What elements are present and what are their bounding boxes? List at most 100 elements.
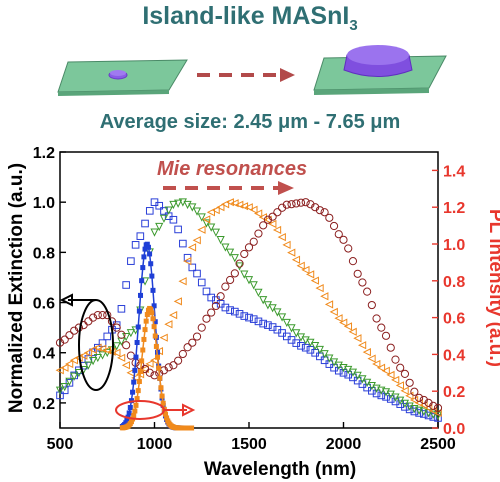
extinction-point xyxy=(306,270,315,279)
extinction-point xyxy=(178,349,187,359)
pl-point xyxy=(135,324,141,330)
extinction-point xyxy=(117,330,126,339)
extinction-point xyxy=(344,244,353,253)
substrate-right-edge xyxy=(314,88,429,95)
extinction-point xyxy=(325,213,334,222)
extinction-point xyxy=(178,277,187,286)
x-tick-label: 2000 xyxy=(326,436,362,453)
extinction-point xyxy=(409,395,419,405)
extinction-point xyxy=(320,350,329,359)
extinction-point xyxy=(79,351,88,360)
extinction-point xyxy=(264,321,272,329)
pl-point xyxy=(141,336,147,342)
extinction-point xyxy=(382,393,390,401)
pl-point xyxy=(147,251,153,257)
y-left-tick-label: 0.2 xyxy=(33,396,55,413)
extinction-point xyxy=(164,206,173,215)
extinction-point xyxy=(244,243,254,252)
extinction-point xyxy=(268,212,277,221)
pl-point xyxy=(150,316,156,322)
extinction-point xyxy=(268,304,277,313)
extinction-point xyxy=(334,366,343,375)
extinction-point xyxy=(136,232,145,240)
extinction-point xyxy=(145,207,154,215)
extinction-point xyxy=(211,228,221,237)
extinction-point xyxy=(377,391,386,400)
extinction-point xyxy=(291,255,301,264)
extinction-point xyxy=(325,354,334,363)
extinction-point xyxy=(376,363,386,372)
y-left-tick-label: 0.8 xyxy=(33,245,55,262)
extinction-point xyxy=(415,393,424,402)
extinction-point xyxy=(60,382,69,392)
x-tick-label: 1000 xyxy=(137,436,173,453)
y-right-tick-label: 0.0 xyxy=(443,421,465,438)
y-right-tick-label: 1.2 xyxy=(443,200,465,217)
extinction-point xyxy=(88,313,98,322)
extinction-point xyxy=(103,332,112,341)
extinction-point xyxy=(329,221,339,231)
figure-title: Island-like MASnI3 xyxy=(0,2,500,34)
extinction-point xyxy=(310,276,319,285)
pl-point xyxy=(160,400,166,406)
extinction-point xyxy=(202,314,211,323)
extinction-point xyxy=(225,248,235,257)
extinction-point xyxy=(277,232,286,242)
extinction-point xyxy=(311,341,320,351)
extinction-point xyxy=(301,343,310,352)
y-right-tick-label: 0.6 xyxy=(443,311,465,328)
substrate-left-edge xyxy=(58,90,169,96)
extinction-point xyxy=(357,341,367,350)
extinction-point xyxy=(320,208,329,217)
y-axis-left-label: Normalized Extinction (a.u.) xyxy=(6,163,27,413)
extinction-point xyxy=(296,261,305,270)
extinction-point xyxy=(391,355,400,364)
extinction-point xyxy=(117,305,126,313)
extinction-point xyxy=(155,201,164,210)
extinction-point xyxy=(216,236,225,245)
extinction-point xyxy=(155,222,164,232)
extinction-point xyxy=(145,359,154,368)
pl-point xyxy=(156,365,162,371)
large-island-top xyxy=(347,45,409,65)
extinction-point xyxy=(98,310,107,320)
extinction-point xyxy=(93,353,102,363)
extinction-point xyxy=(202,219,211,228)
extinction-point xyxy=(197,213,206,222)
extinction-point xyxy=(320,292,329,301)
extinction-point xyxy=(386,395,395,403)
extinction-pointer-head xyxy=(59,293,73,307)
extinction-point xyxy=(254,317,263,326)
pl-point xyxy=(133,402,139,408)
extinction-point xyxy=(216,203,225,212)
extinction-point xyxy=(65,331,74,340)
pl-point xyxy=(135,388,141,394)
extinction-point xyxy=(202,215,211,224)
extinction-point xyxy=(126,329,135,338)
extinction-point xyxy=(315,206,324,215)
extinction-point xyxy=(301,198,310,207)
extinction-point xyxy=(367,300,376,310)
x-tick-label: 2500 xyxy=(420,436,456,453)
pl-point xyxy=(142,327,148,333)
extinction-point xyxy=(126,351,135,360)
extinction-point xyxy=(220,200,230,209)
extinction-point xyxy=(169,361,178,370)
extinction-point xyxy=(69,356,78,365)
extinction-series-0 xyxy=(56,198,442,422)
x-tick-label: 1500 xyxy=(231,436,267,453)
extinction-point xyxy=(221,243,230,252)
extinction-point xyxy=(244,276,254,285)
extinction-point xyxy=(396,363,405,372)
extinction-point xyxy=(301,265,310,275)
extinction-point xyxy=(235,259,244,268)
extinction-point xyxy=(249,237,258,246)
pl-point xyxy=(144,312,150,318)
extinction-point xyxy=(183,253,192,262)
extinction-point xyxy=(339,318,348,327)
extinction-point xyxy=(131,373,140,382)
extinction-point xyxy=(282,318,291,328)
average-size-caption: Average size: 2.45 μm - 7.65 μm xyxy=(99,111,401,133)
extinction-point xyxy=(188,263,197,272)
extinction-point xyxy=(343,322,353,331)
